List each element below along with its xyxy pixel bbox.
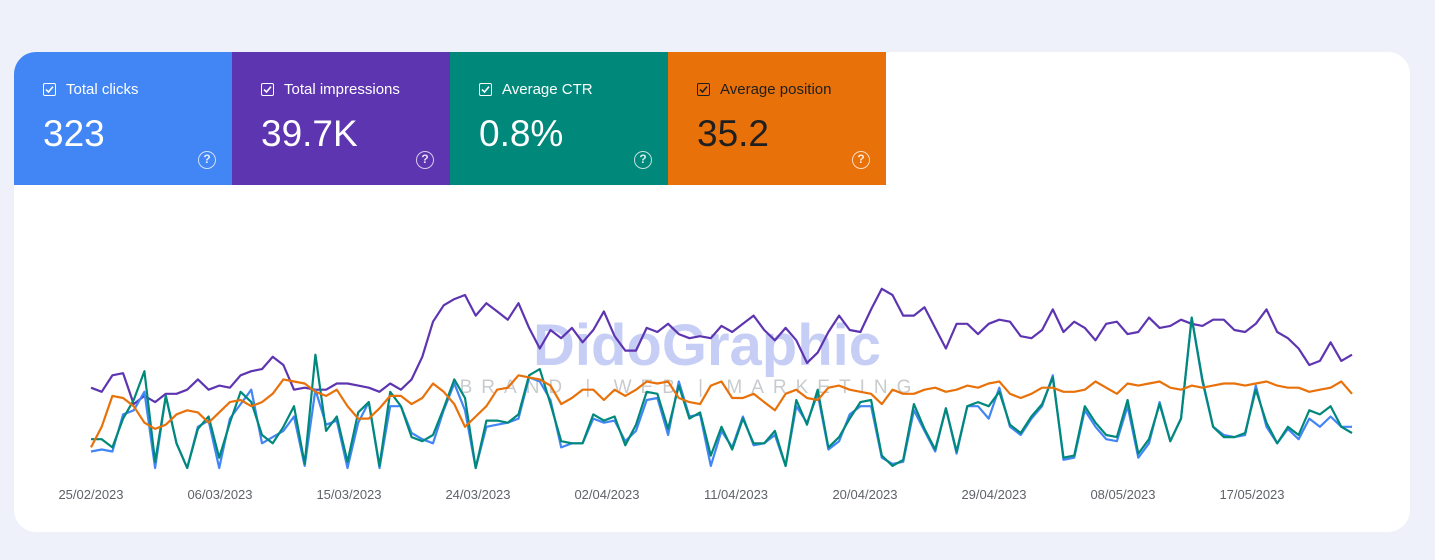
x-tick-label: 20/04/2023 [832, 487, 897, 502]
watermark-subtitle: BRAND | WEB | MARKETING [460, 377, 921, 398]
help-circle-icon[interactable]: ? [198, 151, 216, 169]
x-tick-label: 25/02/2023 [58, 487, 123, 502]
x-tick-label: 15/03/2023 [316, 487, 381, 502]
x-tick-label: 17/05/2023 [1219, 487, 1284, 502]
x-tick-label: 29/04/2023 [961, 487, 1026, 502]
metric-total-impressions[interactable]: Total impressions 39.7K ? [232, 52, 450, 185]
x-tick-label: 02/04/2023 [574, 487, 639, 502]
metric-total-clicks[interactable]: Total clicks 323 ? [14, 52, 232, 185]
metric-value: 0.8% [479, 113, 564, 154]
x-tick-label: 24/03/2023 [445, 487, 510, 502]
help-circle-icon[interactable]: ? [416, 151, 434, 169]
watermark-title: DidoGraphic [533, 313, 881, 378]
watermark: DidoGraphic BRAND | WEB | MARKETING [460, 313, 921, 398]
metric-value: 323 [43, 113, 105, 154]
checkbox-checked-icon[interactable] [479, 83, 492, 96]
help-circle-icon[interactable]: ? [852, 151, 870, 169]
series-line-average-position [90, 374, 1353, 448]
metric-value: 35.2 [697, 113, 770, 154]
performance-line-chart: DidoGraphic BRAND | WEB | MARKETING 25/0… [58, 287, 1353, 502]
series-line-total-impressions [90, 287, 1353, 406]
metric-label: Total impressions [284, 81, 400, 98]
metric-label: Average CTR [502, 81, 593, 98]
series-line-average-ctr [91, 316, 1353, 470]
checkbox-checked-icon[interactable] [43, 83, 56, 96]
x-tick-label: 08/05/2023 [1090, 487, 1155, 502]
help-circle-icon[interactable]: ? [634, 151, 652, 169]
x-axis-labels: 25/02/2023 06/03/2023 15/03/2023 24/03/2023… [58, 487, 1284, 502]
checkbox-checked-icon[interactable] [697, 83, 710, 96]
x-tick-label: 11/04/2023 [704, 487, 768, 502]
metric-value: 39.7K [261, 113, 358, 154]
performance-card: Total clicks 323 ? Total impressions 39.… [14, 52, 1410, 532]
metric-tabs: Total clicks 323 ? Total impressions 39.… [14, 52, 886, 185]
metric-label: Total clicks [66, 81, 139, 98]
checkbox-checked-icon[interactable] [261, 83, 274, 96]
x-tick-label: 06/03/2023 [187, 487, 252, 502]
series-layer [90, 287, 1353, 470]
metric-average-ctr[interactable]: Average CTR 0.8% ? [450, 52, 668, 185]
metric-label: Average position [720, 81, 832, 98]
metric-average-position[interactable]: Average position 35.2 ? [668, 52, 886, 185]
